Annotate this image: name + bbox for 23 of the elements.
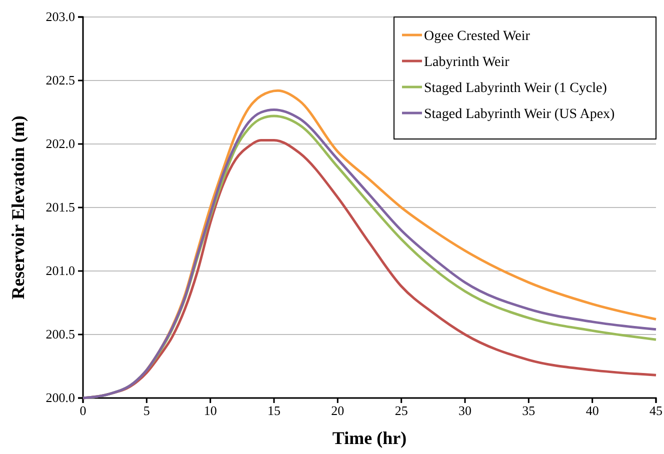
- legend-label: Labyrinth Weir: [424, 55, 510, 70]
- y-tick-label: 201.0: [46, 263, 75, 278]
- y-tick-label: 201.5: [46, 200, 75, 215]
- y-tick-label: 200.0: [46, 390, 75, 406]
- y-tick-label: 203.0: [46, 9, 75, 24]
- legend-label: Staged Labyrinth Weir (1 Cycle): [424, 81, 608, 96]
- x-tick-label: 45: [650, 403, 662, 418]
- x-axis-title: Time (hr): [332, 428, 407, 448]
- legend-label: Ogee Crested Weir: [424, 29, 530, 44]
- x-tick-label: 40: [586, 403, 599, 418]
- legend-label: Staged Labyrinth Weir (US Apex): [424, 107, 616, 122]
- x-tick-label: 25: [394, 403, 408, 418]
- x-tick-label: 35: [522, 403, 536, 418]
- y-tick-label: 200.5: [46, 326, 75, 342]
- y-tick-label: 202.0: [46, 136, 75, 152]
- x-tick-label: 0: [80, 403, 86, 418]
- y-axis-title: Reservoir Elevatoin (m): [8, 116, 28, 300]
- x-tick-label: 20: [331, 403, 344, 418]
- x-tick-label: 15: [268, 403, 280, 418]
- x-tick-label: 10: [204, 403, 217, 418]
- x-tick-label: 30: [458, 403, 472, 418]
- x-tick-label: 5: [143, 403, 150, 418]
- y-tick-label: 202.5: [46, 72, 75, 88]
